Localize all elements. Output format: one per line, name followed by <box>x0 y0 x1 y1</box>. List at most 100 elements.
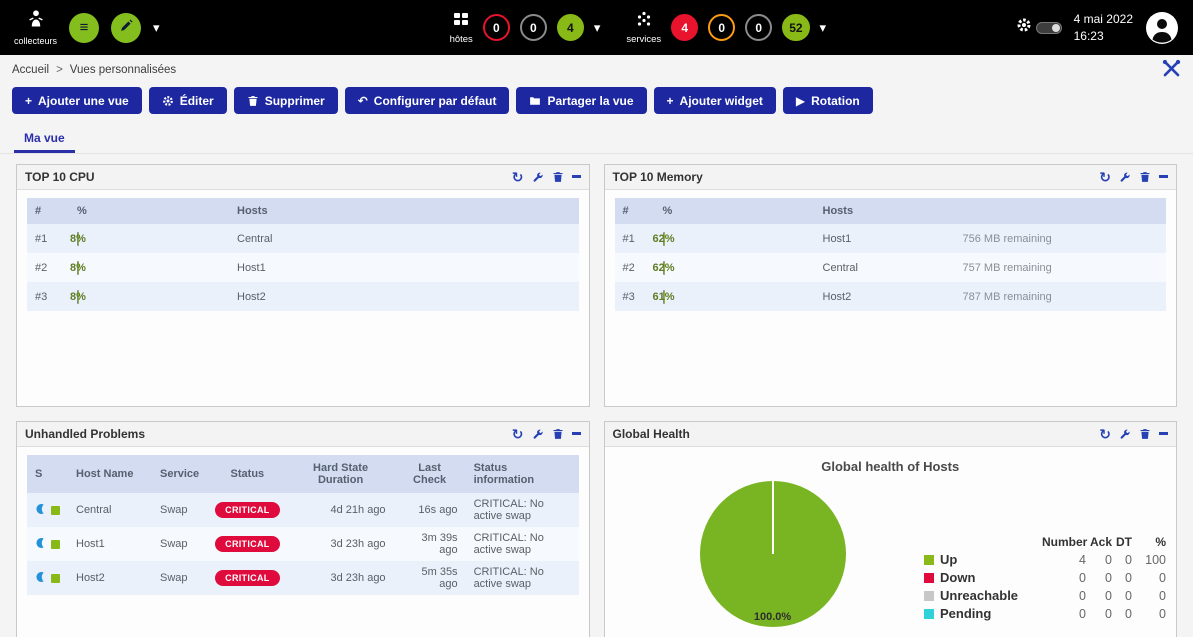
centreon-icon <box>35 537 47 552</box>
centreon-icon <box>35 503 47 518</box>
trash-icon[interactable] <box>1139 428 1151 440</box>
gear-icon <box>162 95 174 107</box>
hosts-health-pie-chart: 100.0% <box>699 481 846 627</box>
widget-unhandled-problems: Unhandled Problems ↻ S Host Name Service… <box>16 421 590 637</box>
status-badge: CRITICAL <box>215 502 280 518</box>
cpu-bar: 8% <box>70 231 86 246</box>
wrench-icon[interactable] <box>532 428 544 440</box>
memory-bar: 62% <box>652 260 675 275</box>
hosts-label: hôtes <box>449 33 473 45</box>
status-badge: CRITICAL <box>215 570 280 586</box>
poller-list-button[interactable]: ≡ <box>69 12 100 43</box>
play-icon: ▶ <box>795 93 806 108</box>
widget-header: TOP 10 Memory ↻ <box>604 165 1176 190</box>
refresh-icon[interactable]: ↻ <box>511 169 524 185</box>
legend-swatch-down <box>924 572 934 583</box>
services-unknown-counter[interactable]: 0 <box>745 14 773 41</box>
wrench-icon[interactable] <box>1119 428 1131 440</box>
time-text: 16:23 <box>1073 28 1104 43</box>
wrench-icon[interactable] <box>1119 171 1131 183</box>
minimize-icon[interactable] <box>571 175 581 179</box>
trash-icon[interactable] <box>552 171 564 183</box>
memory-table: # % Hosts #1 62% Host1 756 MB remaining … <box>614 198 1166 311</box>
share-view-button[interactable]: Partager la vue <box>516 87 647 114</box>
table-row[interactable]: #2 8% Host1 <box>27 253 579 282</box>
delete-view-button[interactable]: Supprimer <box>233 87 338 114</box>
services-critical-counter[interactable]: 4 <box>671 14 699 41</box>
pie-slice-up: 100.0% <box>699 481 846 627</box>
edit-view-button[interactable]: Éditer <box>148 87 227 114</box>
services-icon <box>635 11 653 32</box>
widget-top10-cpu: TOP 10 CPU ↻ # % Hosts #1 8% C <box>16 164 590 407</box>
host-status-icon <box>51 505 60 515</box>
theme-toggle[interactable] <box>1016 17 1062 38</box>
problems-table: S Host Name Service Status Hard State Du… <box>27 455 579 595</box>
services-ok-counter[interactable]: 52 <box>782 14 810 41</box>
table-row[interactable]: #2 62% Central 757 MB remaining <box>614 253 1166 282</box>
health-legend: Number Ack DT % Up 4 0 0 100 Down 0 0 0 … <box>924 535 1166 621</box>
host-status-icon <box>51 539 60 549</box>
table-row[interactable]: Host1 Swap CRITICAL 3d 23h ago 3m 39s ag… <box>27 527 579 561</box>
add-widget-button[interactable]: + Ajouter widget <box>653 87 776 114</box>
services-chevron-down-icon[interactable]: ▾ <box>819 19 827 35</box>
breadcrumb-separator: > <box>56 64 63 76</box>
set-default-button[interactable]: ↶ Configurer par défaut <box>344 87 510 114</box>
cpu-bar: 8% <box>70 289 86 304</box>
refresh-icon[interactable]: ↻ <box>1099 169 1111 185</box>
cpu-bar: 8% <box>70 260 86 275</box>
widget-top10-memory: TOP 10 Memory ↻ # % Hosts #1 62 <box>603 164 1177 407</box>
hosts-chevron-down-icon[interactable]: ▾ <box>593 19 601 35</box>
table-row[interactable]: #1 62% Host1 756 MB remaining <box>614 224 1166 253</box>
minimize-icon[interactable] <box>1159 175 1168 179</box>
centreon-icon <box>35 571 47 586</box>
table-row[interactable]: #1 8% Central <box>27 224 579 253</box>
refresh-icon[interactable]: ↻ <box>511 426 524 442</box>
wrench-icon[interactable] <box>532 171 544 183</box>
clock: 4 mai 2022 16:23 <box>1074 11 1133 45</box>
trash-icon[interactable] <box>552 428 564 440</box>
topbar: collecteurs ≡ ▾ hôtes 0 0 4 ▾ <box>0 0 1193 55</box>
memory-bar: 62% <box>652 231 675 246</box>
pie-percentage-label: 100.0% <box>753 611 792 623</box>
add-view-button[interactable]: + Ajouter une vue <box>12 87 142 114</box>
poller-edit-button[interactable] <box>111 12 142 43</box>
hosts-status-group: hôtes 0 0 4 ▾ <box>449 11 601 45</box>
status-badge: CRITICAL <box>215 536 280 552</box>
plus-icon: + <box>666 93 674 108</box>
breadcrumb: Accueil > Vues personnalisées <box>0 55 1193 85</box>
trash-icon[interactable] <box>1139 171 1151 183</box>
minimize-icon[interactable] <box>571 432 581 436</box>
gear-icon <box>1016 17 1032 38</box>
widget-title: TOP 10 Memory <box>612 170 703 184</box>
dashboard-grid: TOP 10 CPU ↻ # % Hosts #1 8% C <box>16 164 1177 637</box>
rotation-button[interactable]: ▶ Rotation <box>782 87 873 114</box>
pollers-menu[interactable]: collecteurs <box>14 9 57 46</box>
table-row[interactable]: Central Swap CRITICAL 4d 21h ago 16s ago… <box>27 493 579 527</box>
toggle-pill <box>1035 21 1062 34</box>
pollers-chevron-down-icon[interactable]: ▾ <box>153 19 160 35</box>
minimize-icon[interactable] <box>1159 432 1168 436</box>
hosts-down-counter[interactable]: 0 <box>482 14 510 41</box>
refresh-icon[interactable]: ↻ <box>1099 426 1111 442</box>
legend-swatch-up <box>924 554 934 565</box>
trash-icon <box>247 95 259 107</box>
hosts-icon <box>452 11 470 32</box>
breadcrumb-home[interactable]: Accueil <box>12 64 50 76</box>
view-toolbar: + Ajouter une vue Éditer Supprimer ↶ Con… <box>0 85 1193 124</box>
widget-header: TOP 10 CPU ↻ <box>17 165 589 190</box>
plus-icon: + <box>25 93 33 108</box>
table-row[interactable]: #3 61% Host2 787 MB remaining <box>614 282 1166 311</box>
tab-ma-vue[interactable]: Ma vue <box>14 124 75 153</box>
pencil-icon <box>119 18 133 37</box>
hosts-unreachable-counter[interactable]: 0 <box>519 14 547 41</box>
tools-icon[interactable] <box>1162 59 1181 81</box>
table-row[interactable]: Host2 Swap CRITICAL 3d 23h ago 5m 35s ag… <box>27 561 579 595</box>
user-avatar[interactable] <box>1145 11 1179 45</box>
view-tabs: Ma vue <box>0 124 1193 154</box>
hosts-up-counter[interactable]: 4 <box>556 14 584 41</box>
services-warning-counter[interactable]: 0 <box>708 14 736 41</box>
table-row[interactable]: #3 8% Host2 <box>27 282 579 311</box>
widget-global-health: Global Health ↻ Global health of Hosts 1… <box>603 421 1177 637</box>
host-status-icon <box>51 573 60 583</box>
date-text: 4 mai 2022 <box>1073 11 1133 26</box>
